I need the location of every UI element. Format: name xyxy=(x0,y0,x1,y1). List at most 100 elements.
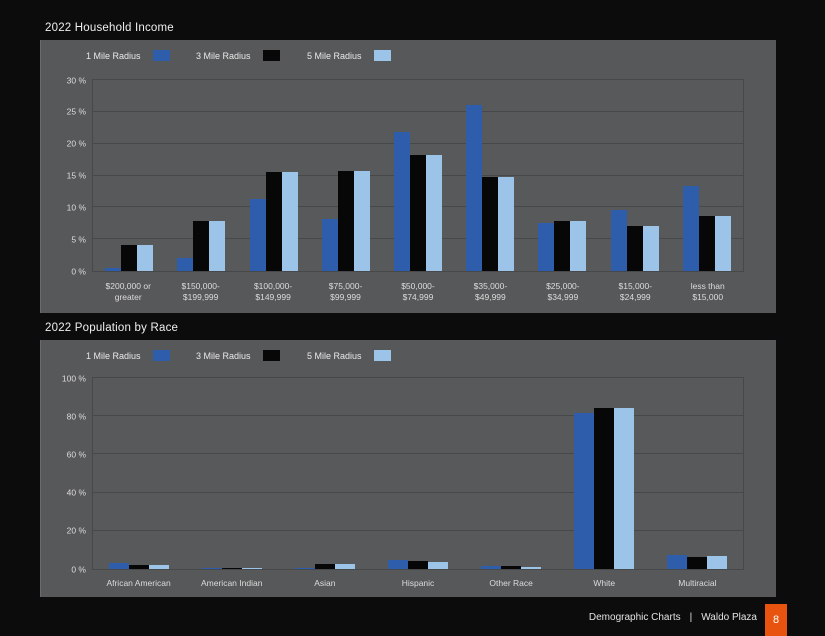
page-number-box: 8 xyxy=(765,604,787,636)
legend-label: 1 Mile Radius xyxy=(86,50,141,61)
bar xyxy=(500,565,521,569)
legend: 1 Mile Radius 3 Mile Radius 5 Mile Radius xyxy=(41,50,776,63)
gridline xyxy=(93,453,743,455)
gridline xyxy=(93,110,743,112)
bar xyxy=(613,408,634,569)
bar-group xyxy=(382,80,454,271)
legend-label: 5 Mile Radius xyxy=(307,350,362,361)
bar-group xyxy=(93,80,165,271)
footer-divider: | xyxy=(689,612,693,623)
legend-color-swatch xyxy=(262,350,280,361)
y-axis-tick-label: 20 % xyxy=(66,138,86,149)
bar xyxy=(295,568,316,569)
bar xyxy=(353,171,370,271)
bars-layer xyxy=(93,378,743,569)
bar xyxy=(393,132,410,271)
bar xyxy=(686,556,707,569)
y-axis-tick-label: 60 % xyxy=(66,449,86,460)
bar xyxy=(337,171,354,271)
bar xyxy=(428,561,448,569)
bar xyxy=(193,221,210,271)
gridline xyxy=(93,491,743,493)
bar-group xyxy=(165,80,237,271)
bar xyxy=(520,566,541,569)
bar xyxy=(109,562,130,569)
legend-color-swatch xyxy=(373,350,391,361)
bar xyxy=(498,177,515,271)
bar xyxy=(321,218,338,271)
x-axis-category-label: Hispanic xyxy=(401,578,435,588)
x-axis-category-label: $100,000- $149,999 xyxy=(253,281,293,303)
bar-group xyxy=(372,378,465,569)
plot-area: 0 % 20 % 40 % 60 % 80 % 100 % xyxy=(62,374,744,573)
bar xyxy=(409,154,426,271)
x-axis-category-label: Multiracial xyxy=(678,578,717,588)
x-axis-category-label: $15,000- $24,999 xyxy=(618,281,653,303)
bar xyxy=(666,554,687,569)
legend-color-swatch xyxy=(373,50,391,61)
bar xyxy=(105,267,122,271)
legend-color-swatch xyxy=(262,50,280,61)
bar xyxy=(573,413,594,569)
bar xyxy=(538,223,555,271)
x-axis-category-label: American Indian xyxy=(201,578,263,588)
plot-area: 0 % 5 % 10 % 15 % 20 % 25 % 30 % xyxy=(67,76,744,275)
chart-title: 2022 Household Income xyxy=(45,22,174,34)
x-axis-labels: African American American Indian Asian Hisp… xyxy=(92,573,744,589)
bar xyxy=(570,221,587,271)
x-axis-category-label: $50,000- $74,999 xyxy=(401,281,435,303)
chart-title: 2022 Population by Race xyxy=(45,322,179,334)
legend-item: 5 Mile Radius xyxy=(307,50,391,61)
chart-panel: 1 Mile Radius 3 Mile Radius 5 Mile Radius … xyxy=(40,40,776,313)
gridline xyxy=(93,415,743,417)
legend: 1 Mile Radius 3 Mile Radius 5 Mile Radius xyxy=(41,350,776,363)
y-axis-tick-label: 0 % xyxy=(71,265,86,276)
bar xyxy=(265,172,282,271)
legend-item: 3 Mile Radius xyxy=(196,50,280,61)
gridline xyxy=(93,142,743,144)
bar-group xyxy=(93,378,186,569)
x-axis-category-label: $25,000- $34,999 xyxy=(546,281,580,303)
x-axis-category-label: $35,000- $49,999 xyxy=(473,281,508,303)
y-axis-tick-label: 40 % xyxy=(66,487,86,498)
legend-color-swatch xyxy=(152,350,170,361)
x-axis-category-label: Asian xyxy=(314,578,336,588)
bar xyxy=(714,215,731,271)
bar xyxy=(388,559,408,569)
x-axis-category-label: White xyxy=(593,578,616,588)
bar-group xyxy=(279,378,372,569)
bar xyxy=(610,209,627,271)
bar xyxy=(682,185,699,271)
x-axis-category-label: $150,000- $199,999 xyxy=(181,281,220,303)
x-axis-category-label: African American xyxy=(106,578,171,588)
y-axis-tick-label: 20 % xyxy=(66,525,86,536)
bar xyxy=(209,221,226,271)
bars-layer xyxy=(93,80,743,271)
x-axis-category-label: less than $15,000 xyxy=(690,281,725,303)
bar-group xyxy=(237,80,309,271)
bar xyxy=(642,225,659,271)
y-axis-tick-label: 5 % xyxy=(71,233,86,244)
legend-item: 1 Mile Radius xyxy=(86,50,170,61)
bar xyxy=(149,565,170,569)
y-axis-tick-label: 30 % xyxy=(66,74,86,85)
bar xyxy=(129,564,150,569)
bar-group xyxy=(599,80,671,271)
bar-group xyxy=(464,378,557,569)
x-axis-category-label: Other Race xyxy=(489,578,533,588)
legend-color-swatch xyxy=(152,50,170,61)
footer-section-label: Demographic Charts xyxy=(588,612,681,623)
bar xyxy=(626,225,643,271)
bar xyxy=(202,567,223,569)
bar xyxy=(408,560,428,569)
bar xyxy=(335,564,356,569)
x-axis-category-label: $200,000 or greater xyxy=(105,281,151,303)
bar xyxy=(177,258,194,271)
bar xyxy=(121,244,138,271)
legend-label: 1 Mile Radius xyxy=(86,350,141,361)
bar xyxy=(249,199,266,271)
bar xyxy=(593,407,614,569)
legend-item: 5 Mile Radius xyxy=(307,350,391,361)
bar xyxy=(698,215,715,271)
